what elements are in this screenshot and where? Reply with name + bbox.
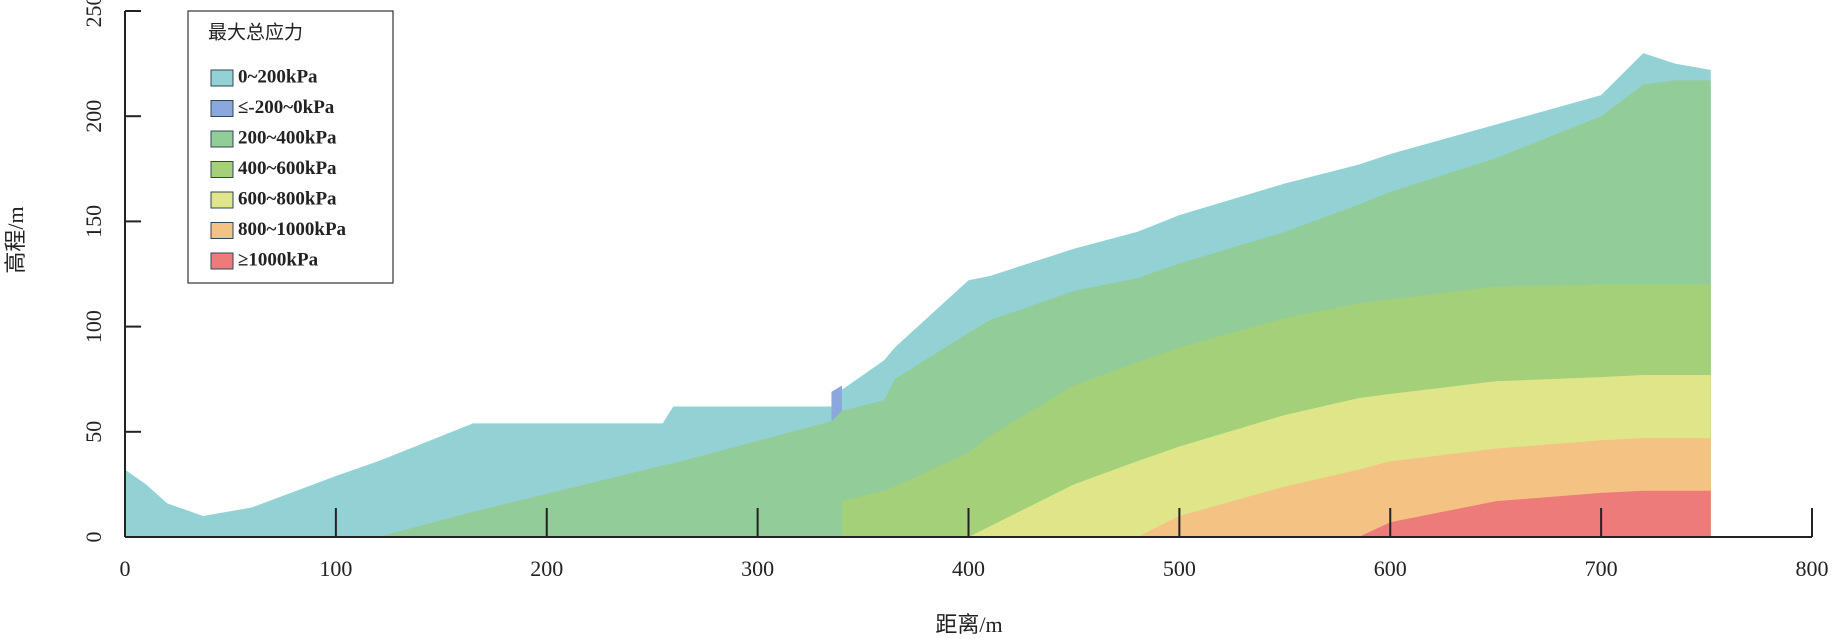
plot-areas <box>125 53 1711 537</box>
legend-label: ≥1000kPa <box>238 249 319 270</box>
legend-label: 600~800kPa <box>238 188 337 209</box>
x-axis-label: 距离/m <box>935 612 1002 637</box>
x-tick-label: 300 <box>741 556 774 581</box>
legend-label: 0~200kPa <box>238 66 318 87</box>
x-tick-label: 700 <box>1585 556 1618 581</box>
y-tick-label: 200 <box>81 100 106 133</box>
legend-label: ≤-200~0kPa <box>238 97 335 118</box>
axes: 0 50 100 150 200 250 0 100 200 300 400 500 600 700 800 <box>81 0 1828 581</box>
legend-label: 800~1000kPa <box>238 219 347 240</box>
x-tick-label: 100 <box>319 556 352 581</box>
x-tick-label: 800 <box>1796 556 1829 581</box>
legend-swatch <box>210 161 234 178</box>
y-axis-label: 高程/m <box>3 206 28 273</box>
legend-swatch <box>210 100 234 117</box>
legend-swatch <box>210 130 234 148</box>
x-tick-label: 200 <box>530 556 563 581</box>
legend-swatch <box>210 222 234 239</box>
legend-swatch <box>210 252 234 270</box>
legend-swatch <box>210 69 234 87</box>
y-tick-label: 100 <box>81 310 106 343</box>
legend: 最大总应力 0~200kPa ≤-200~0kPa 200~400kPa 400~60… <box>187 10 394 284</box>
legend-title: 最大总应力 <box>208 21 303 43</box>
y-tick-label: 0 <box>81 532 106 543</box>
stress-area <box>1358 490 1711 537</box>
legend-label: 400~600kPa <box>238 158 337 179</box>
y-tick-label: 250 <box>81 0 106 28</box>
y-tick-label: 150 <box>81 205 106 238</box>
legend-swatch <box>210 191 234 209</box>
y-tick-label: 50 <box>81 421 106 443</box>
x-tick-label: 400 <box>952 556 985 581</box>
legend-label: 200~400kPa <box>238 127 337 148</box>
x-tick-label: 600 <box>1374 556 1407 581</box>
x-tick-label: 0 <box>120 556 131 581</box>
x-tick-label: 500 <box>1163 556 1196 581</box>
